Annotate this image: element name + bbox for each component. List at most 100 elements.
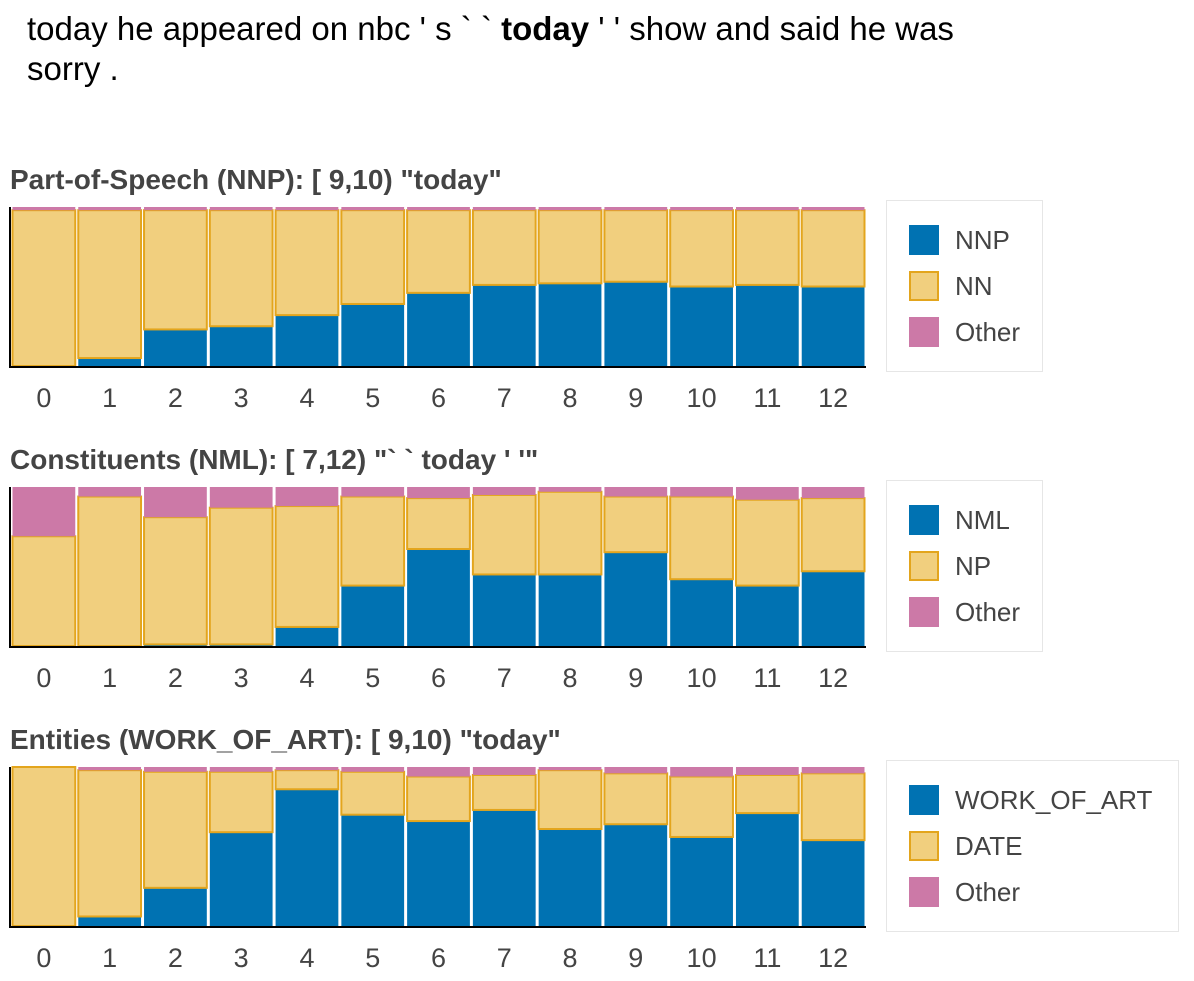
legend-item-np: NP [909,549,991,583]
x-tick-label: 0 [36,663,51,693]
bar-segment-nn-5 [340,209,406,305]
bar-segment-other-1 [78,487,142,497]
bar-segment-date-9 [603,772,669,826]
x-tick-label: 0 [36,383,51,413]
bar-segment-nnp-5 [341,303,405,366]
x-tick-label: 1 [102,383,117,413]
chart-constituents: 0 1 2 3 4 5 6 7 8 9 10 11 12 [9,487,866,693]
x-tick-label: 1 [102,663,117,693]
bar-segment-nnp-7 [472,284,536,366]
chart-entities: 0 1 2 3 4 5 6 7 8 9 10 11 12 [9,766,866,973]
bar-segment-nml-6 [407,549,470,646]
legend-label-nml: NML [955,504,1010,535]
bar-segment-other-2 [144,487,207,518]
x-tick-label: 9 [628,383,643,413]
bar-segment-other-4 [275,207,339,211]
bar-segment-nnp-3 [209,326,273,366]
chart-title-constituents: Constituents (NML): [ 7,12) "` ` today '… [10,444,539,475]
x-tick-label: 10 [687,663,717,693]
x-tick-label: 4 [299,383,314,413]
legend-item-date: DATE [909,829,1022,863]
legend-item-other: Other [909,595,1020,629]
bar-segment-nn-0 [11,209,77,368]
bar-segment-np-6 [406,497,471,551]
legend-pos: NNP NN Other [886,200,1043,372]
bar-segment-nml-5 [341,585,405,646]
legend-label-date: DATE [955,830,1023,861]
bar-segment-nn-8 [537,209,603,285]
bar-segment-nnp-10 [670,286,733,366]
bar-segment-other-8 [538,767,602,771]
legend-swatch-np [909,551,939,581]
legend-label-np: NP [955,550,992,581]
bar-segment-other-1 [78,207,142,211]
legend-label-nnp: NNP [955,224,1010,255]
bar-segment-nn-7 [471,209,537,286]
legend-swatch-other [909,597,939,627]
legend-label-work-of-art: WORK_OF_ART [955,784,1153,815]
legend-label-other: Other [955,876,1021,907]
bar-segment-other-8 [538,207,602,211]
x-tick-label: 2 [168,943,183,973]
bar-segment-other-12 [801,207,865,211]
x-tick-label: 4 [299,943,314,973]
bar-segment-other-7 [472,767,536,775]
bar-segment-date-6 [406,775,471,823]
bar-segment-other-6 [407,207,470,211]
x-tick-label: 6 [431,383,446,413]
legend-label-nn: NN [955,270,993,301]
x-tick-label: 7 [497,663,512,693]
legend-constituents: NML NP Other [886,480,1043,652]
legend-swatch-other [909,317,939,347]
x-tick-label: 6 [431,663,446,693]
legend-swatch-nnp [909,225,939,255]
bar-segment-nn-12 [800,209,866,288]
bar-segment-date-3 [208,770,274,834]
bar-segment-other-12 [801,767,865,774]
x-tick-label: 12 [818,383,848,413]
bar-segment-nml-7 [472,574,536,646]
bar-segment-np-8 [537,490,603,576]
bar-segment-np-1 [77,495,143,648]
x-tick-label: 0 [36,943,51,973]
bar-segment-other-5 [341,207,405,211]
legend-item-nn: NN [909,269,993,303]
bar-segment-nn-6 [406,209,471,294]
bar-segment-nml-4 [275,626,339,646]
x-tick-label: 4 [299,663,314,693]
bar-segment-other-2 [144,767,207,772]
bar-segment-date-8 [537,769,603,831]
bar-segment-np-0 [11,535,77,647]
x-tick-label: 11 [753,383,781,413]
bar-segment-other-11 [735,487,799,500]
x-tick-label: 3 [234,943,249,973]
bar-segment-nnp-6 [407,292,470,366]
bar-segment-other-5 [341,767,405,772]
bar-segment-nnp-2 [144,329,207,366]
bar-segment-work-of-art-2 [144,887,207,926]
x-tick-label: 3 [234,663,249,693]
bar-segment-np-9 [603,495,669,554]
bar-segment-nn-3 [208,209,274,328]
bar-segment-nn-11 [734,209,800,286]
x-tick-label: 5 [365,383,380,413]
bar-segment-work-of-art-3 [209,832,273,926]
bar-segment-np-11 [734,498,800,587]
bar-segment-other-7 [472,487,536,495]
bar-segment-other-8 [538,487,602,492]
legend-swatch-date [909,831,939,861]
bar-segment-nn-10 [669,209,734,288]
x-tick-label: 2 [168,383,183,413]
bar-segment-nnp-4 [275,315,339,366]
bar-segment-date-12 [800,772,866,842]
bar-segment-work-of-art-10 [670,836,733,926]
bar-segment-other-4 [275,487,339,507]
chart-pos: 0 1 2 3 4 5 6 7 8 9 10 11 12 [9,207,866,413]
bar-segment-nn-9 [603,209,669,283]
bar-segment-other-10 [670,487,733,497]
legend-item-other: Other [909,875,1020,909]
bar-segment-other-4 [275,767,339,771]
sentence-after: ' ' show and said he was sorry . [27,10,954,87]
bar-segment-np-4 [274,505,340,628]
bar-segment-work-of-art-7 [472,809,536,926]
